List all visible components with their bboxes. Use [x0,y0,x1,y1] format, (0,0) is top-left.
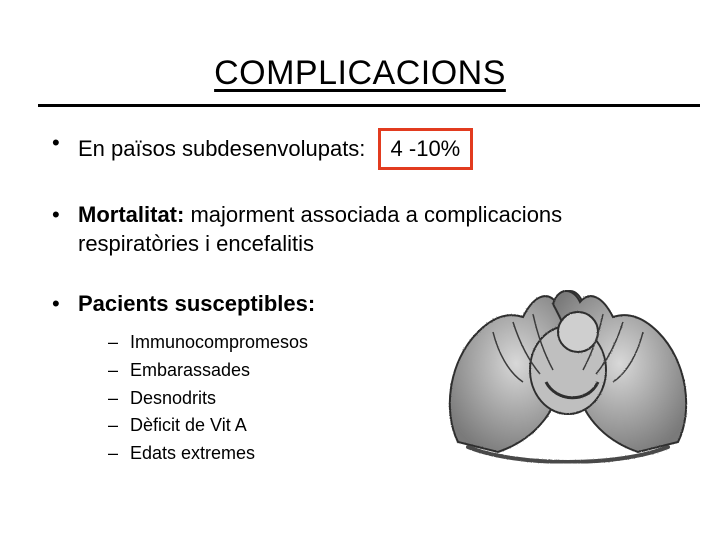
bullet-lead: Mortalitat: [78,202,184,227]
title-rule [38,104,700,107]
bullet-lead: Pacients susceptibles: [78,291,315,316]
bullet-item: Mortalitat: majorment associada a compli… [52,200,672,259]
title-container: COMPLICACIONS [0,54,720,93]
child-head-shape [558,312,598,352]
bullet-item: En països subdesenvolupats: 4 -10% [52,128,672,170]
hands-child-illustration [438,262,698,482]
slide: COMPLICACIONS En països subdesenvolupats… [0,0,720,540]
highlight-box: 4 -10% [378,128,474,170]
slide-title: COMPLICACIONS [214,54,506,93]
bullet-text: En països subdesenvolupats: [78,136,372,161]
